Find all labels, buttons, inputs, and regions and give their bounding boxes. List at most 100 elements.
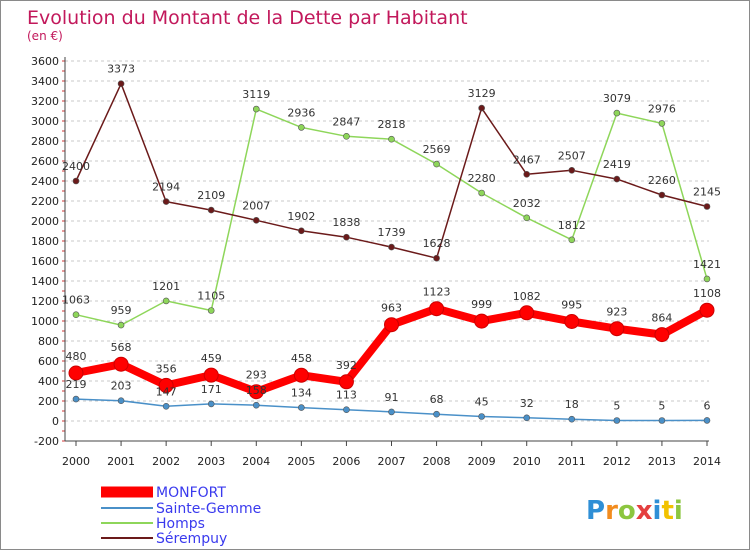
data-label: 1421 [693, 258, 721, 271]
data-point [298, 227, 305, 235]
data-point [343, 406, 350, 414]
data-point [293, 367, 309, 383]
data-label: 3079 [603, 92, 631, 105]
data-label: 2194 [152, 181, 180, 194]
series-group [68, 80, 715, 424]
data-point [699, 302, 715, 318]
data-label: 356 [156, 362, 177, 375]
data-label: 113 [336, 389, 357, 402]
data-point [343, 233, 350, 241]
x-tick-label: 2010 [513, 455, 541, 468]
data-point [117, 397, 125, 405]
data-label: 32 [520, 397, 534, 410]
data-label: 2280 [468, 172, 496, 185]
proxiti-logo: Proxiti [586, 496, 683, 526]
legend-label: Sérempuy [156, 531, 227, 547]
data-point [207, 307, 215, 314]
data-label: 999 [471, 298, 492, 311]
x-tick-label: 2014 [693, 455, 721, 468]
data-label: 2569 [423, 143, 451, 156]
data-point [388, 408, 395, 416]
data-point [298, 124, 305, 131]
data-label: 568 [111, 341, 132, 354]
data-point [478, 104, 485, 112]
data-point [72, 177, 80, 185]
data-point [433, 160, 440, 168]
data-point [388, 243, 395, 251]
data-point [519, 305, 535, 321]
data-label: 158 [246, 384, 267, 397]
data-label: 68 [430, 393, 444, 406]
data-label: 392 [336, 359, 357, 372]
x-tick-label: 2013 [648, 455, 676, 468]
data-point [207, 400, 215, 408]
y-tick-label: 2800 [31, 135, 59, 148]
data-label: 1082 [513, 290, 541, 303]
y-tick-label: 2400 [31, 175, 59, 188]
data-point [478, 413, 485, 420]
data-label: 458 [291, 352, 312, 365]
data-point [609, 321, 625, 337]
data-point [433, 410, 440, 418]
x-tick-label: 2006 [332, 455, 360, 468]
data-label: 1739 [378, 226, 406, 239]
x-tick-label: 2012 [603, 455, 631, 468]
data-label: 3119 [242, 88, 270, 101]
data-label: 1063 [62, 294, 90, 307]
axes: -200 0 200 400 600 800 1000 1200 1400 1600 1800 200… [31, 55, 721, 468]
data-point [298, 404, 305, 411]
data-point [613, 175, 621, 183]
y-tick-label: 2000 [31, 215, 59, 228]
y-tick-label: 600 [38, 355, 59, 368]
data-label: 171 [201, 383, 222, 396]
y-tick-label: 3400 [31, 75, 59, 88]
chart-title: Evolution du Montant de la Dette par Hab… [27, 7, 468, 29]
data-label: 1105 [197, 290, 225, 303]
data-point [338, 374, 354, 390]
data-label: 134 [291, 387, 312, 400]
data-point [162, 198, 170, 205]
data-point [343, 133, 350, 140]
data-point [433, 254, 440, 262]
x-tick-label: 2009 [468, 455, 496, 468]
data-point [568, 236, 576, 244]
data-label: 1838 [332, 216, 360, 229]
data-label: 1812 [558, 219, 586, 232]
data-point [703, 203, 711, 210]
data-point [158, 377, 174, 393]
y-tick-label: 0 [52, 415, 59, 428]
data-label: 5 [613, 400, 620, 413]
data-label: 1201 [152, 280, 180, 293]
data-labels: 4805683564592934583929631123999108299592… [62, 63, 721, 413]
x-tick-label: 2011 [558, 455, 586, 468]
data-label: 2936 [287, 106, 315, 119]
y-tick-label: 1200 [31, 295, 59, 308]
y-tick-label: 2600 [31, 155, 59, 168]
data-point [568, 415, 576, 423]
data-point [203, 367, 219, 383]
logo-wordmark: Proxiti [586, 496, 683, 526]
data-label: 864 [651, 312, 672, 325]
data-label: 2419 [603, 158, 631, 171]
data-label: 2007 [242, 199, 270, 212]
data-point [429, 301, 445, 317]
data-point [248, 384, 264, 400]
data-label: 2818 [378, 118, 406, 131]
y-tick-label: 400 [38, 375, 59, 388]
data-label: 459 [201, 352, 222, 365]
data-point [117, 321, 125, 329]
data-label: 293 [246, 369, 267, 382]
data-point [613, 109, 621, 117]
y-tick-label: -200 [34, 435, 59, 448]
data-label: 147 [156, 385, 177, 398]
data-point [162, 297, 170, 305]
data-label: 91 [385, 391, 399, 404]
data-label: 2260 [648, 174, 676, 187]
x-tick-label: 2001 [107, 455, 135, 468]
data-label: 18 [565, 398, 579, 411]
data-label: 963 [381, 302, 402, 315]
data-label: 1628 [423, 237, 451, 250]
y-tick-label: 3200 [31, 95, 59, 108]
y-tick-label: 3600 [31, 55, 59, 68]
